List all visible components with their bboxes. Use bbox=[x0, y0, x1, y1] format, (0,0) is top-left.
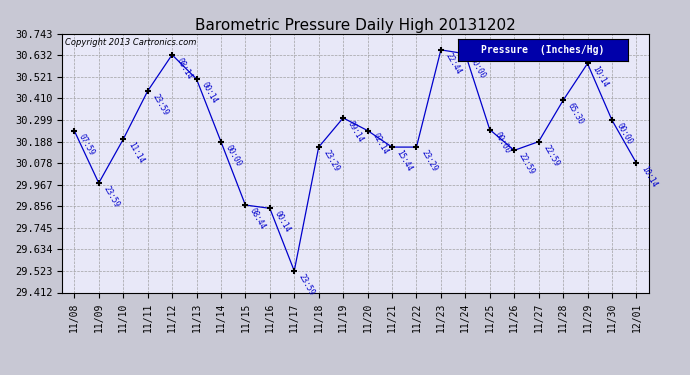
Text: 22:59: 22:59 bbox=[517, 152, 536, 176]
Text: 07:59: 07:59 bbox=[77, 132, 97, 157]
Text: 23:59: 23:59 bbox=[101, 184, 121, 209]
Text: 00:00: 00:00 bbox=[468, 55, 487, 80]
Title: Barometric Pressure Daily High 20131202: Barometric Pressure Daily High 20131202 bbox=[195, 18, 515, 33]
Text: Copyright 2013 Cartronics.com: Copyright 2013 Cartronics.com bbox=[65, 38, 197, 46]
Text: 10:14: 10:14 bbox=[590, 65, 610, 89]
Text: 02:14: 02:14 bbox=[371, 132, 390, 156]
Text: 22:44: 22:44 bbox=[444, 51, 463, 76]
Text: 00:00: 00:00 bbox=[615, 122, 634, 146]
Text: 22:59: 22:59 bbox=[542, 143, 561, 168]
Text: 11:14: 11:14 bbox=[126, 141, 146, 165]
Text: 10:14: 10:14 bbox=[639, 164, 658, 189]
Text: 23:59: 23:59 bbox=[297, 272, 317, 297]
Text: 09:14: 09:14 bbox=[346, 119, 365, 144]
Text: 00:14: 00:14 bbox=[199, 80, 219, 105]
Text: 65:30: 65:30 bbox=[566, 102, 585, 126]
Text: 23:29: 23:29 bbox=[322, 148, 341, 173]
Text: 23:59: 23:59 bbox=[150, 93, 170, 117]
Text: 00:00: 00:00 bbox=[224, 143, 243, 168]
Text: 08:14: 08:14 bbox=[175, 56, 194, 81]
Text: 15:44: 15:44 bbox=[395, 148, 414, 173]
Text: 00:00: 00:00 bbox=[493, 131, 512, 156]
Text: 23:29: 23:29 bbox=[420, 148, 439, 173]
Text: 00:14: 00:14 bbox=[273, 210, 292, 234]
Text: 08:44: 08:44 bbox=[248, 206, 268, 231]
